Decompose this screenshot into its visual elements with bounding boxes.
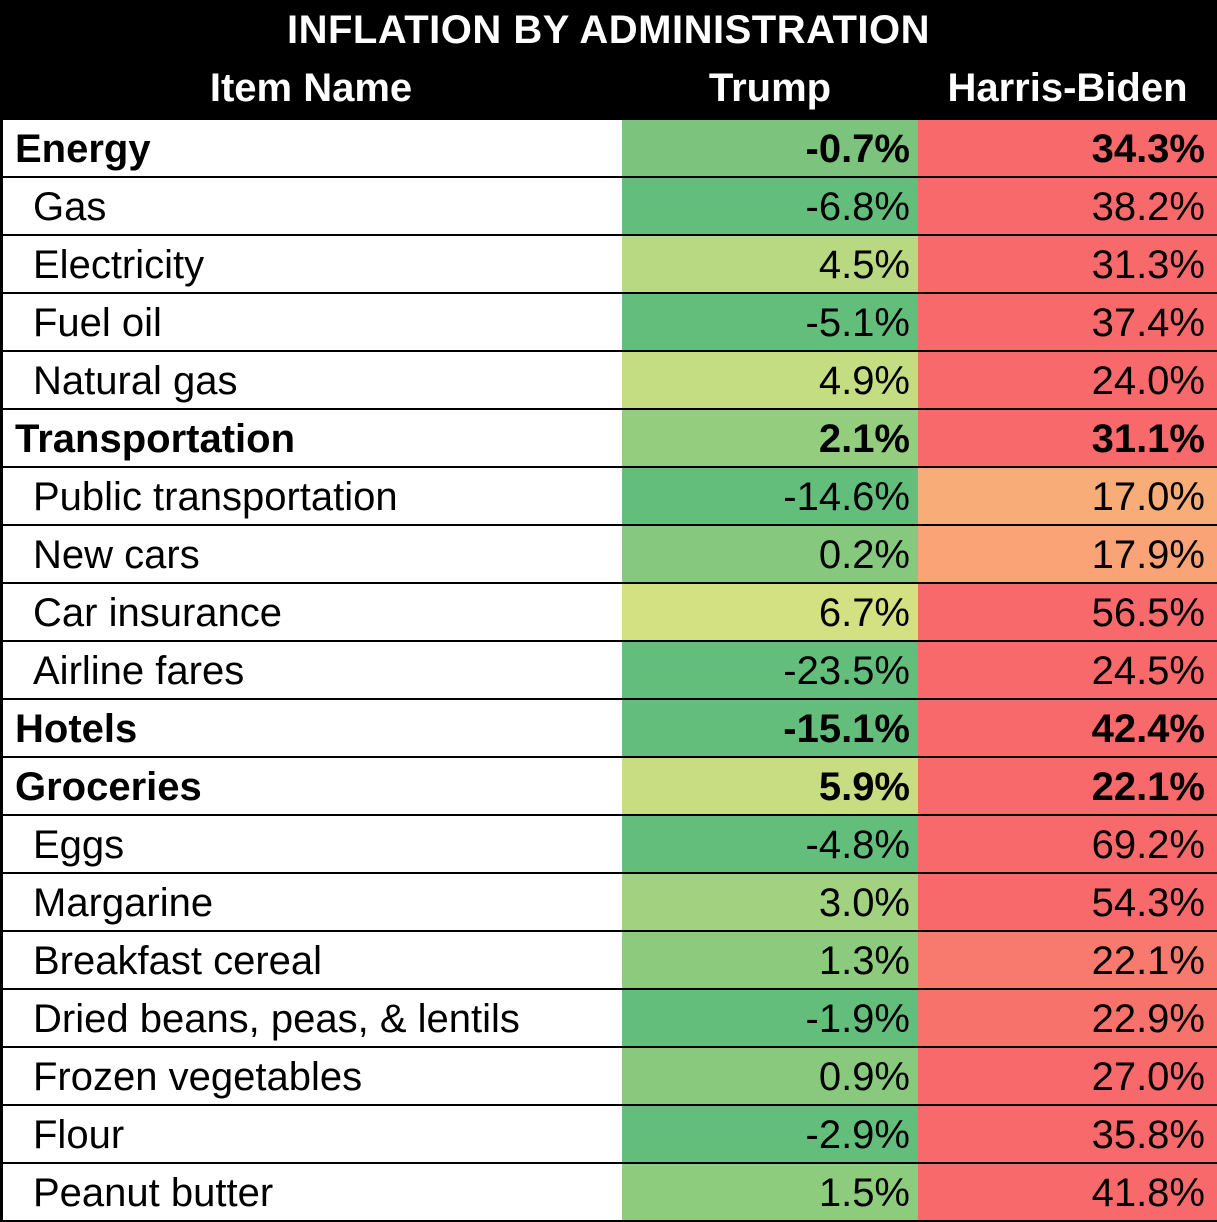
- category-row: Transportation 2.1% 31.1%: [0, 410, 1217, 466]
- harris-biden-value-cell: 56.5%: [918, 584, 1217, 640]
- trump-value-cell: 6.7%: [622, 584, 918, 640]
- trump-value-cell: -14.6%: [622, 468, 918, 524]
- harris-biden-value-cell: 42.4%: [918, 700, 1217, 756]
- table-row: Airline fares -23.5% 24.5%: [0, 642, 1217, 698]
- table-row: Dried beans, peas, & lentils -1.9% 22.9%: [0, 990, 1217, 1046]
- item-name-cell: Public transportation: [3, 468, 622, 524]
- item-name-cell: Electricity: [3, 236, 622, 292]
- table-title: INFLATION BY ADMINISTRATION: [286, 8, 931, 52]
- trump-value-cell: 5.9%: [622, 758, 918, 814]
- table-row: Natural gas 4.9% 24.0%: [0, 352, 1217, 408]
- harris-biden-value-cell: 24.5%: [918, 642, 1217, 698]
- column-header-item-name: Item Name: [209, 66, 413, 110]
- trump-value-cell: -0.7%: [622, 120, 918, 176]
- table-row: Flour -2.9% 35.8%: [0, 1106, 1217, 1162]
- item-name-cell: Eggs: [3, 816, 622, 872]
- harris-biden-value-cell: 17.9%: [918, 526, 1217, 582]
- harris-biden-value-cell: 54.3%: [918, 874, 1217, 930]
- harris-biden-value-cell: 69.2%: [918, 816, 1217, 872]
- trump-value-cell: -5.1%: [622, 294, 918, 350]
- table-row: Car insurance 6.7% 56.5%: [0, 584, 1217, 640]
- trump-value-cell: 4.9%: [622, 352, 918, 408]
- harris-biden-value-cell: 27.0%: [918, 1048, 1217, 1104]
- trump-value-cell: 1.5%: [622, 1164, 918, 1220]
- item-name-cell: Natural gas: [3, 352, 622, 408]
- column-header-harris-biden: Harris-Biden: [947, 66, 1188, 110]
- item-name-cell: Frozen vegetables: [3, 1048, 622, 1104]
- item-name-cell: Hotels: [3, 700, 622, 756]
- category-row: Groceries 5.9% 22.1%: [0, 758, 1217, 814]
- trump-value-cell: 0.9%: [622, 1048, 918, 1104]
- harris-biden-value-cell: 41.8%: [918, 1164, 1217, 1220]
- table-row: Eggs -4.8% 69.2%: [0, 816, 1217, 872]
- table-row: Frozen vegetables 0.9% 27.0%: [0, 1048, 1217, 1104]
- trump-value-cell: 4.5%: [622, 236, 918, 292]
- harris-biden-value-cell: 31.1%: [918, 410, 1217, 466]
- trump-value-cell: -23.5%: [622, 642, 918, 698]
- trump-value-cell: -1.9%: [622, 990, 918, 1046]
- item-name-cell: Margarine: [3, 874, 622, 930]
- category-row: Hotels -15.1% 42.4%: [0, 700, 1217, 756]
- harris-biden-value-cell: 38.2%: [918, 178, 1217, 234]
- item-name-cell: Groceries: [3, 758, 622, 814]
- table-row: Gas -6.8% 38.2%: [0, 178, 1217, 234]
- harris-biden-value-cell: 17.0%: [918, 468, 1217, 524]
- harris-biden-value-cell: 22.1%: [918, 758, 1217, 814]
- item-name-cell: Energy: [3, 120, 622, 176]
- harris-biden-value-cell: 34.3%: [918, 120, 1217, 176]
- trump-value-cell: 2.1%: [622, 410, 918, 466]
- trump-value-cell: 3.0%: [622, 874, 918, 930]
- trump-value-cell: 0.2%: [622, 526, 918, 582]
- table-row: Margarine 3.0% 54.3%: [0, 874, 1217, 930]
- table-row: Public transportation -14.6% 17.0%: [0, 468, 1217, 524]
- harris-biden-value-cell: 24.0%: [918, 352, 1217, 408]
- table-row: Peanut butter 1.5% 41.8%: [0, 1164, 1217, 1220]
- harris-biden-value-cell: 37.4%: [918, 294, 1217, 350]
- item-name-cell: Car insurance: [3, 584, 622, 640]
- table-body: Energy -0.7% 34.3% Gas -6.8% 38.2% Electricity…: [0, 120, 1217, 1222]
- item-name-cell: Peanut butter: [3, 1164, 622, 1220]
- item-name-cell: Gas: [3, 178, 622, 234]
- trump-value-cell: -4.8%: [622, 816, 918, 872]
- harris-biden-value-cell: 22.1%: [918, 932, 1217, 988]
- table-row: Breakfast cereal 1.3% 22.1%: [0, 932, 1217, 988]
- trump-value-cell: 1.3%: [622, 932, 918, 988]
- item-name-cell: Dried beans, peas, & lentils: [3, 990, 622, 1046]
- item-name-cell: Airline fares: [3, 642, 622, 698]
- table-row: Fuel oil -5.1% 37.4%: [0, 294, 1217, 350]
- trump-value-cell: -2.9%: [622, 1106, 918, 1162]
- table-row: Electricity 4.5% 31.3%: [0, 236, 1217, 292]
- item-name-cell: New cars: [3, 526, 622, 582]
- item-name-cell: Breakfast cereal: [3, 932, 622, 988]
- item-name-cell: Transportation: [3, 410, 622, 466]
- table-row: New cars 0.2% 17.9%: [0, 526, 1217, 582]
- column-header-trump: Trump: [708, 66, 832, 110]
- category-row: Energy -0.7% 34.3%: [0, 120, 1217, 176]
- trump-value-cell: -15.1%: [622, 700, 918, 756]
- trump-value-cell: -6.8%: [622, 178, 918, 234]
- item-name-cell: Flour: [3, 1106, 622, 1162]
- item-name-cell: Fuel oil: [3, 294, 622, 350]
- harris-biden-value-cell: 35.8%: [918, 1106, 1217, 1162]
- harris-biden-value-cell: 22.9%: [918, 990, 1217, 1046]
- harris-biden-value-cell: 31.3%: [918, 236, 1217, 292]
- table-header: INFLATION BY ADMINISTRATION Item Name Tr…: [0, 0, 1217, 120]
